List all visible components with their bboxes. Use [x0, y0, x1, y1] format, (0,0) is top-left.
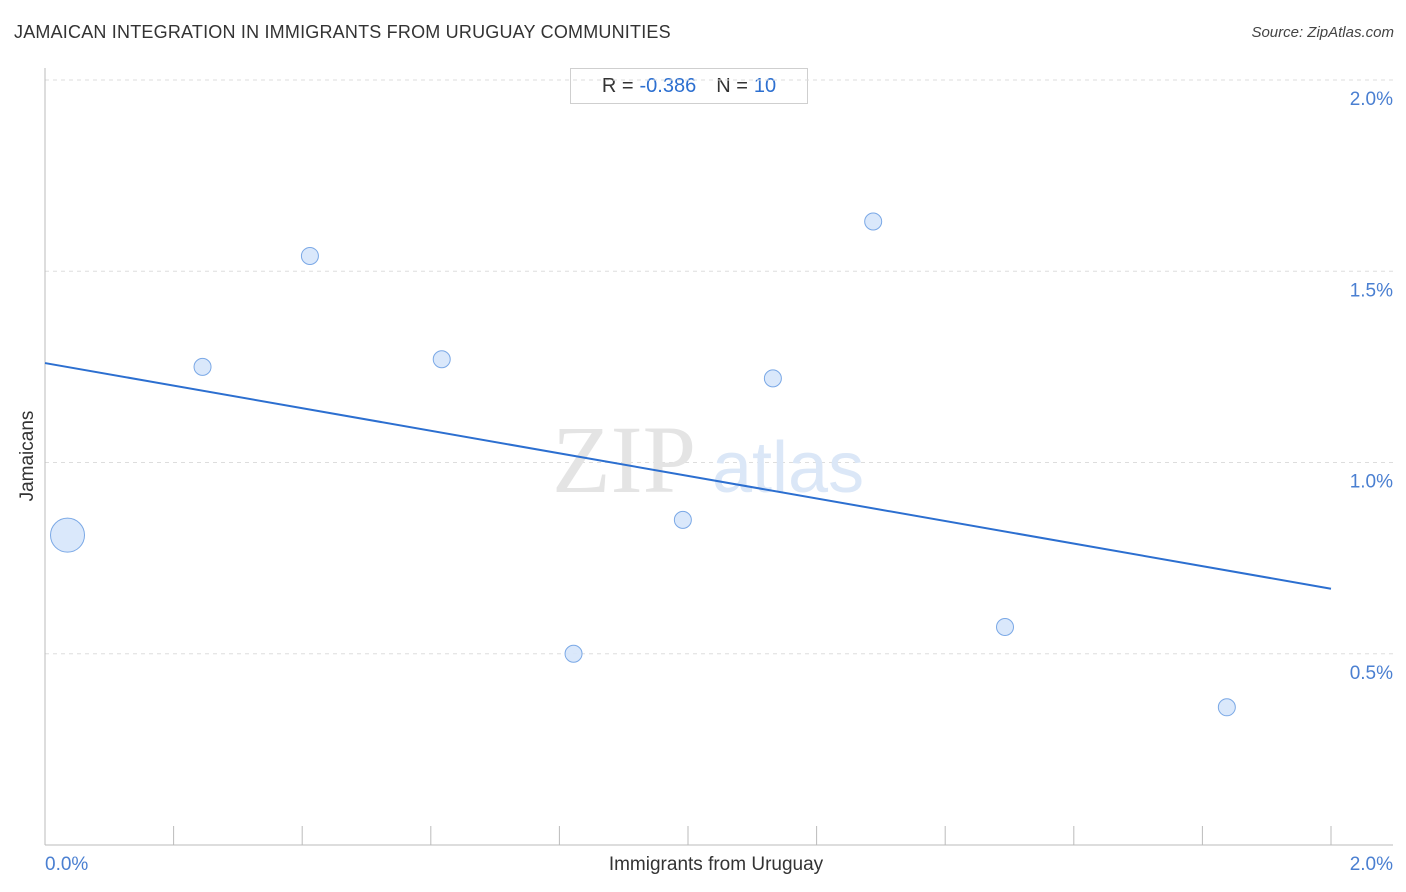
y-tick-label: 1.0% — [1350, 472, 1393, 493]
n-label: N = — [716, 74, 748, 97]
scatter-point — [1217, 698, 1236, 717]
trendline — [44, 362, 1332, 590]
y-axis-title: Jamaicans — [17, 411, 38, 502]
scatter-point — [763, 369, 782, 388]
scatter-point — [995, 617, 1014, 636]
scatter-point — [50, 517, 86, 553]
data-points — [50, 212, 1236, 717]
correlation-stats-box: R = -0.386 N = 10 — [570, 68, 808, 104]
scatter-point — [564, 644, 583, 663]
axes — [44, 68, 1393, 846]
gridlines — [45, 79, 1393, 655]
scatter-point — [193, 357, 212, 376]
chart-title: JAMAICAN INTEGRATION IN IMMIGRANTS FROM … — [14, 22, 671, 42]
scatter-point — [864, 212, 883, 231]
scatter-point — [432, 350, 451, 369]
y-tick-label: 2.0% — [1350, 89, 1393, 110]
y-tick-label: 1.5% — [1350, 280, 1393, 301]
watermark-zip: ZIP — [552, 406, 696, 513]
x-axis-title: Immigrants from Uruguay — [609, 854, 824, 875]
r-label: R = — [601, 74, 634, 97]
watermark-atlas: atlas — [712, 428, 864, 508]
source-credit: Source: ZipAtlas.com — [1251, 24, 1394, 41]
x-tick-label: 0.0% — [45, 854, 88, 875]
watermark: ZIP atlas — [552, 406, 864, 513]
y-tick-label: 0.5% — [1350, 663, 1393, 684]
tick-labels: 0.5% 1.0% 1.5% 2.0% 0.0% 2.0% — [45, 89, 1393, 875]
scatter-point — [673, 510, 692, 529]
x-tick-label: 2.0% — [1350, 854, 1393, 875]
scatter-point — [300, 246, 319, 265]
trendline-group — [44, 362, 1332, 590]
